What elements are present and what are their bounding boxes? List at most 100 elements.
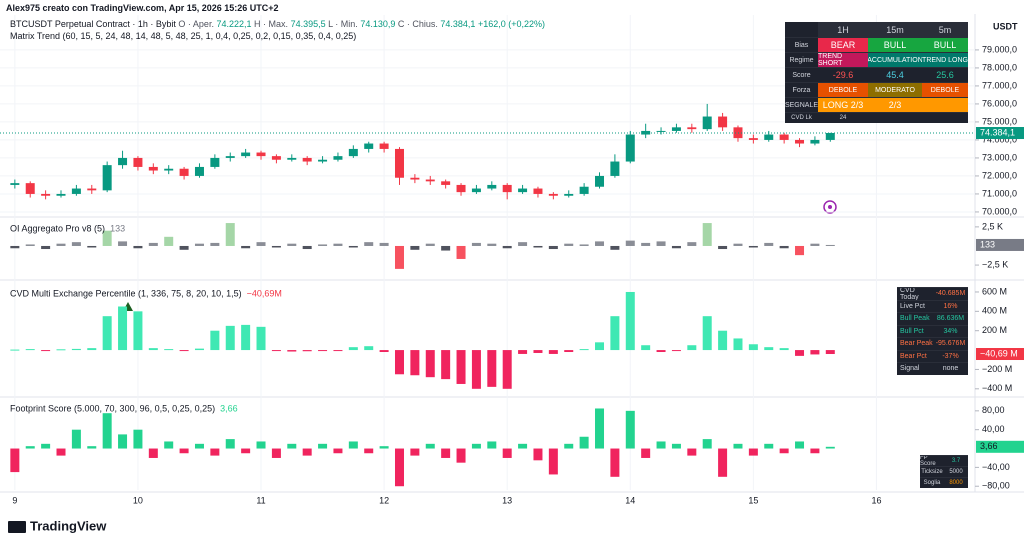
bar <box>610 448 620 477</box>
y-tick-label: 80,00 <box>982 405 1005 415</box>
candle-body <box>210 157 220 167</box>
bar <box>333 243 343 246</box>
bar <box>502 448 512 458</box>
bar <box>118 306 128 351</box>
last-value-box <box>976 348 1024 361</box>
ohlc-key: C · Chius. <box>397 19 438 29</box>
candle-body <box>764 134 774 140</box>
candle-body <box>564 193 574 196</box>
row-label: Score <box>792 71 811 79</box>
cell <box>785 22 818 37</box>
x-tick-label: 13 <box>502 495 512 505</box>
bar <box>764 242 774 246</box>
bar <box>748 448 758 456</box>
y-tick-label: 600 M <box>982 286 1007 296</box>
bar <box>348 245 358 248</box>
bar <box>441 350 451 380</box>
last-value-label: 74.384,1 <box>980 127 1015 137</box>
ohlc-key: L · Min. <box>328 19 358 29</box>
bar <box>133 311 143 351</box>
table-header: 1H 15m 5m <box>785 22 968 37</box>
bar <box>318 443 328 449</box>
candle-body <box>318 159 328 162</box>
bar <box>564 243 574 246</box>
bar <box>87 348 97 351</box>
row-label: Bias <box>794 41 809 49</box>
candle-body <box>471 188 481 193</box>
bar <box>825 350 835 355</box>
pane-title: OI Aggregato Pro v8 (5) <box>10 223 105 233</box>
cell: -37% <box>942 352 959 360</box>
bar <box>810 243 820 246</box>
legend-value: 3,66 <box>220 403 238 413</box>
bar <box>210 448 220 456</box>
bar <box>164 349 174 351</box>
bar <box>825 446 835 449</box>
bar <box>10 448 20 473</box>
y-tick-label: 72.000,0 <box>982 170 1017 180</box>
bar <box>471 443 481 449</box>
bar <box>656 241 666 246</box>
bar <box>441 448 451 458</box>
bar <box>656 350 666 353</box>
bar <box>810 448 820 454</box>
bar <box>225 325 235 351</box>
candle-body <box>10 183 20 185</box>
candle-body <box>579 186 589 194</box>
bar <box>487 350 497 387</box>
bar <box>271 245 281 248</box>
candle-body <box>87 188 97 191</box>
ohlc-value: 74.130,9 <box>360 19 396 29</box>
bar <box>579 436 589 449</box>
bar <box>348 441 358 449</box>
table-row: Bear Pct -37% <box>897 349 968 363</box>
bar <box>87 446 97 449</box>
ohlc-value: 74.384,1 <box>440 19 476 29</box>
bar <box>764 347 774 351</box>
bar <box>471 350 481 389</box>
y-tick-label: −2,5 K <box>982 259 1008 269</box>
bar <box>748 344 758 351</box>
indicator-title: Matrix Trend (60, 15, 5, 24, 48, 14, 48,… <box>10 31 357 41</box>
candle-body <box>733 127 743 139</box>
row-label: SEGNALE <box>785 101 818 109</box>
y-tick-label: 77.000,0 <box>982 80 1017 90</box>
bar <box>333 350 343 352</box>
alert-icon <box>823 200 837 214</box>
bar <box>348 347 358 351</box>
y-tick-label: 74.000,0 <box>982 134 1017 144</box>
bar <box>271 448 281 458</box>
row-label: Soglia <box>923 480 941 486</box>
bar <box>795 441 805 449</box>
x-tick-label: 16 <box>871 495 881 505</box>
bar <box>241 324 251 351</box>
bar <box>133 245 143 249</box>
bar <box>256 441 266 449</box>
bar <box>579 244 589 246</box>
bar <box>271 350 281 352</box>
bar <box>225 223 235 246</box>
candle-body <box>410 177 420 180</box>
bar <box>641 448 651 458</box>
bar <box>779 448 789 454</box>
bar <box>410 350 420 376</box>
bar <box>425 443 435 449</box>
candle-body <box>25 183 35 194</box>
bar <box>779 348 789 351</box>
bar <box>194 243 204 246</box>
bar <box>641 345 651 351</box>
table-row: Regime TREND SHORT ACCUMULATION TREND LO… <box>785 52 968 67</box>
candle-body <box>487 184 497 189</box>
last-value-box <box>976 127 1024 140</box>
cell: BEAR <box>818 38 868 52</box>
bar <box>241 245 251 249</box>
candle-body <box>779 134 789 140</box>
bar <box>718 330 728 351</box>
bar <box>456 245 466 259</box>
bar <box>564 350 574 353</box>
cell: -40.685M <box>935 290 966 298</box>
candle-body <box>441 181 451 185</box>
bar <box>795 245 805 256</box>
